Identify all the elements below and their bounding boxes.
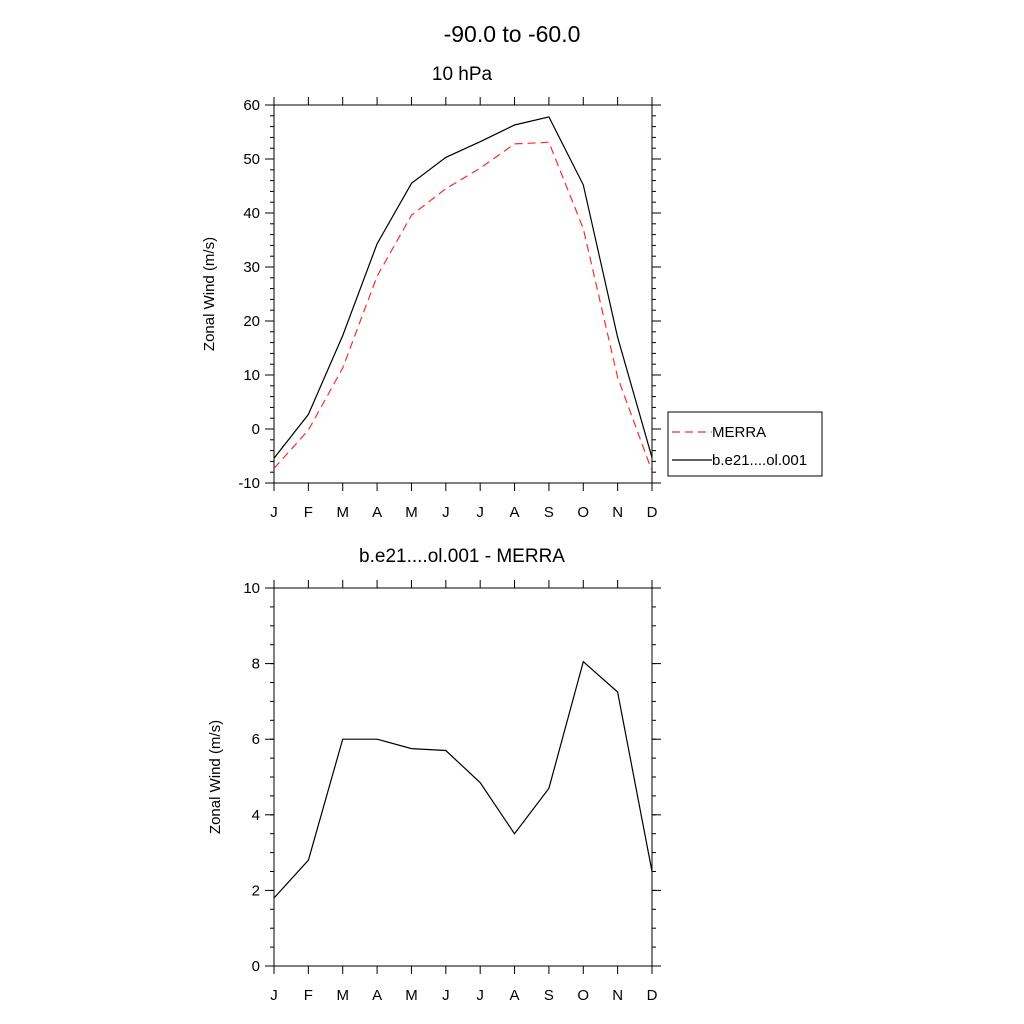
panel-top-title: 10 hPa — [432, 64, 493, 85]
panel-bottom-chart: b.e21....ol.001 - MERRA J F M A M J J A S O N D 0 2 4 6… — [207, 546, 661, 1004]
y-tick-label-0-3: 20 — [243, 313, 260, 330]
legend-box — [667, 411, 823, 477]
y-tick-label-0-2: 10 — [243, 367, 260, 384]
x-tick-label-0-1: F — [304, 504, 313, 521]
y-tick-label-0-4: 30 — [243, 259, 260, 276]
panel-top-chart: 10 hPa J F M A M J J A S O N D -10 0 10 20 30 40 50 60 Zonal… — [201, 64, 823, 521]
x-tick-label-0-10: N — [612, 504, 623, 521]
x-tick-label-1-8: S — [544, 987, 554, 1004]
x-tick-label-0-9: O — [577, 504, 589, 521]
x-tick-label-0-11: D — [647, 504, 658, 521]
plot-frame-0 — [273, 104, 653, 484]
x-tick-label-0-0: J — [270, 504, 278, 521]
y-tick-label-1-2: 4 — [252, 807, 260, 824]
x-tick-label-1-9: O — [577, 987, 589, 1004]
x-tick-label-1-2: M — [336, 987, 349, 1004]
legend-label-1: b.e21....ol.001 — [712, 452, 807, 469]
y-tick-label-1-0: 0 — [252, 958, 260, 975]
y-tick-label-0-0: -10 — [238, 475, 260, 492]
y-tick-label-0-6: 50 — [243, 151, 260, 168]
figure-title: -90.0 to -60.0 — [444, 21, 581, 47]
x-tick-label-0-4: M — [405, 504, 418, 521]
x-tick-label-1-0: J — [270, 987, 278, 1004]
x-tick-label-1-3: A — [372, 987, 382, 1004]
x-tick-label-1-1: F — [304, 987, 313, 1004]
series-line-diff-1 — [274, 660, 652, 899]
x-tick-label-1-7: A — [510, 987, 520, 1004]
x-tick-label-1-4: M — [405, 987, 418, 1004]
y-tick-label-1-1: 2 — [252, 882, 260, 899]
y-tick-label-1-3: 6 — [252, 731, 260, 748]
y-tick-label-0-1: 0 — [252, 421, 260, 438]
legend: MERRA b.e21....ol.001 — [667, 411, 823, 477]
x-tick-label-0-5: J — [442, 504, 450, 521]
panel-bottom-title: b.e21....ol.001 - MERRA — [359, 546, 565, 567]
x-tick-label-0-2: M — [336, 504, 349, 521]
x-tick-label-1-11: D — [647, 987, 658, 1004]
y-tick-label-0-7: 60 — [243, 97, 260, 114]
x-tick-label-1-6: J — [476, 987, 484, 1004]
y-tick-label-1-4: 8 — [252, 656, 260, 673]
y-tick-label-0-5: 40 — [243, 205, 260, 222]
y-axis-label-0: Zonal Wind (m/s) — [201, 237, 218, 351]
x-tick-label-0-3: A — [372, 504, 382, 521]
x-tick-label-1-10: N — [612, 987, 623, 1004]
y-axis-label-1: Zonal Wind (m/s) — [207, 720, 224, 834]
x-tick-label-0-8: S — [544, 504, 554, 521]
x-tick-label-1-5: J — [442, 987, 450, 1004]
x-tick-label-0-7: A — [510, 504, 520, 521]
legend-label-0: MERRA — [712, 424, 766, 441]
series-line-merra-0 — [274, 141, 652, 472]
series-line-b-e21-ol-001-0 — [274, 116, 652, 459]
x-tick-label-0-6: J — [476, 504, 484, 521]
y-tick-label-1-5: 10 — [243, 580, 260, 597]
plot-frame-1 — [273, 587, 653, 967]
